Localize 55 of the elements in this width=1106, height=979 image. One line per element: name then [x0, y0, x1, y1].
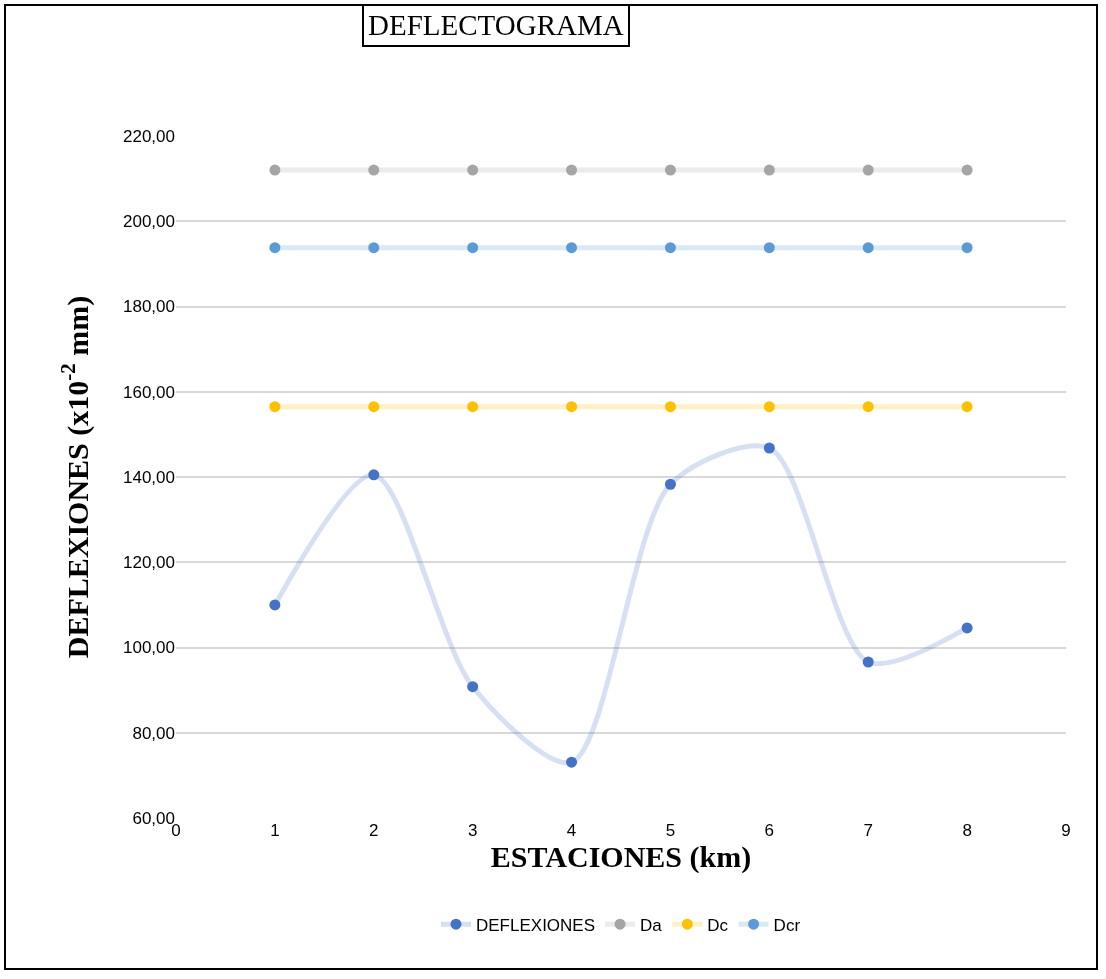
y-tick-label: 200,00 [123, 212, 175, 232]
point [862, 242, 874, 254]
y-tick-label: 220,00 [123, 126, 175, 146]
point [368, 469, 380, 481]
point [664, 478, 676, 490]
point [961, 242, 973, 254]
x-tick-label: 5 [665, 821, 676, 840]
point [566, 242, 578, 254]
x-tick-label: 9 [1061, 821, 1071, 840]
legend-label: Dc [707, 915, 729, 935]
point [368, 242, 380, 254]
chart-title: DEFLECTOGRAMA [368, 9, 624, 41]
point [664, 401, 676, 413]
point [961, 622, 973, 634]
point [961, 401, 973, 413]
point [269, 599, 281, 611]
point [763, 164, 775, 176]
point [269, 164, 281, 176]
x-tick-label: 1 [270, 821, 280, 840]
point [467, 242, 479, 254]
x-tick-label: 3 [467, 821, 478, 840]
x-tick-label: 4 [566, 821, 577, 840]
point [862, 164, 874, 176]
point [763, 401, 775, 413]
y-tick-label: 100,00 [123, 638, 175, 658]
y-tick-label: 120,00 [123, 553, 175, 573]
x-tick-label: 2 [369, 821, 379, 840]
y-tick-label: 140,00 [123, 467, 175, 487]
point [862, 401, 874, 413]
point [862, 656, 874, 668]
point [763, 242, 775, 254]
point [269, 242, 281, 254]
point [566, 756, 578, 768]
point [368, 401, 380, 413]
point [664, 242, 676, 254]
y-tick-label: 160,00 [123, 382, 175, 402]
x-tick-label: 7 [863, 821, 873, 840]
point [269, 401, 281, 413]
point [467, 401, 479, 413]
legend-label: DEFLEXIONES [476, 915, 596, 935]
point [467, 164, 479, 176]
point [566, 401, 578, 413]
y-tick-label: 80,00 [132, 723, 175, 743]
x-tick-label: 8 [962, 821, 972, 840]
point [566, 164, 578, 176]
point [961, 164, 973, 176]
point [763, 442, 775, 454]
legend-label: Da [640, 915, 663, 935]
x-axis-title: ESTACIONES (km) [490, 840, 752, 874]
point [368, 164, 380, 176]
x-tick-label: 6 [764, 821, 775, 840]
legend-label: Dcr [773, 915, 801, 935]
point [664, 164, 676, 176]
y-tick-label: 180,00 [123, 297, 175, 317]
point [467, 681, 479, 693]
